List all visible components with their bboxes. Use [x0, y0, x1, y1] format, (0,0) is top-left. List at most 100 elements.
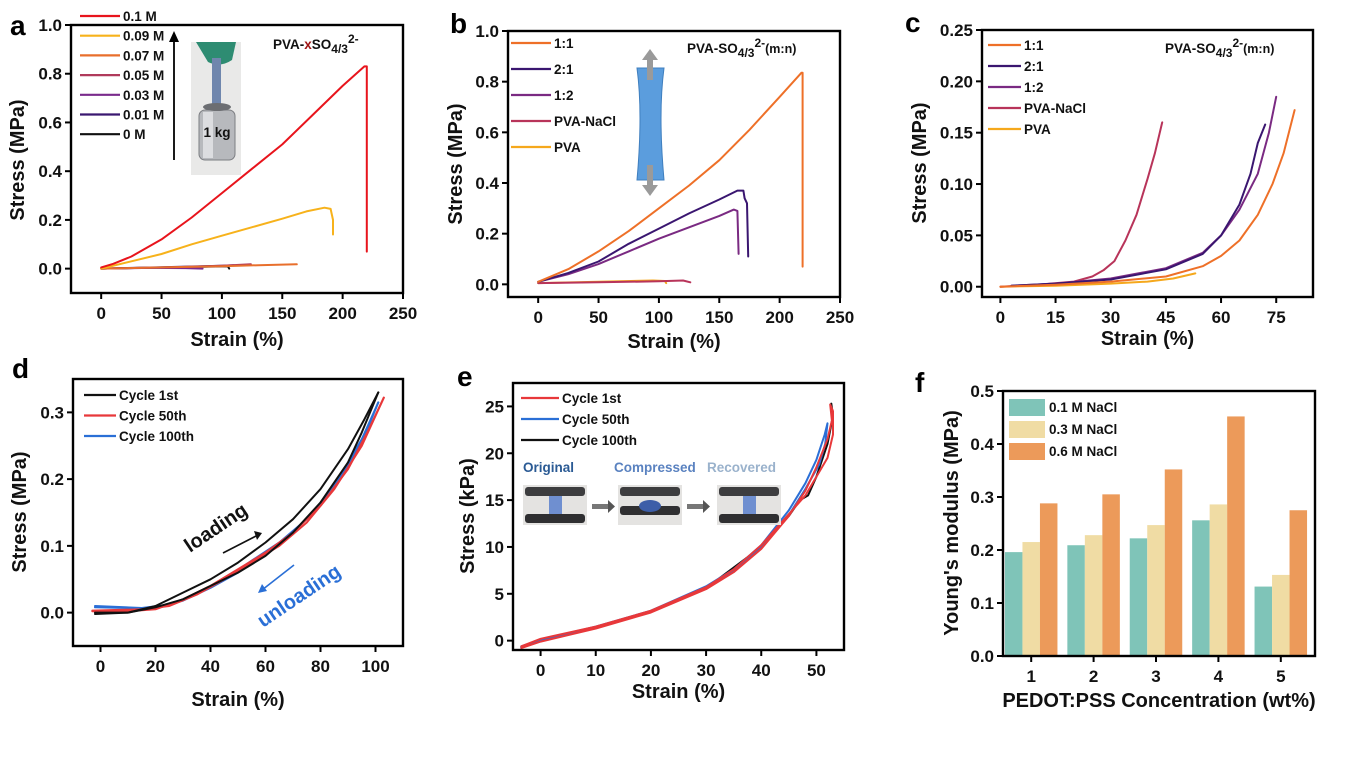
legend-label: 2:1 [554, 62, 574, 77]
legend-swatch [1009, 421, 1045, 438]
plot-frame [506, 29, 842, 299]
bar [1102, 494, 1120, 656]
legend: 0.1 M 0.09 M 0.07 M 0.05 M 0.03 M 0.01 M 0 M [80, 9, 164, 142]
legend-label: 0.05 M [123, 68, 164, 83]
bar [1039, 503, 1058, 656]
unloading-arrow-icon [261, 564, 295, 591]
legend-label: 0.1 M NaCl [1049, 400, 1117, 415]
y-tick-label: 0.00 [940, 278, 973, 297]
legend-label: 2:1 [1024, 59, 1044, 74]
process-arrow-icon [608, 500, 615, 513]
x-tick-label: 80 [311, 657, 330, 676]
legend-label: 0 M [123, 127, 146, 142]
chart-panel-c: 0.00 0.05 0.10 0.15 0.20 0.25 0 15 30 45 60 75 Strai… [905, 7, 1315, 350]
series-line [537, 208, 740, 283]
y-tick-label: 0.25 [940, 21, 973, 40]
x-tick-label: 200 [765, 308, 793, 327]
y-tick-label: 0.5 [970, 382, 994, 401]
x-tick-label: 45 [1156, 308, 1175, 327]
x-tick-label: 40 [201, 657, 220, 676]
series-line [520, 403, 834, 650]
compression-photos-inset: Original Compressed Recovered [523, 460, 781, 525]
bar [1209, 504, 1228, 656]
y-tick-label: 0.10 [940, 175, 973, 194]
hydrogel-sample [743, 496, 756, 514]
plot-frame [69, 23, 405, 295]
x-tick-label: 30 [697, 661, 716, 680]
y-tick-label: 0.0 [970, 647, 994, 666]
y-tick-label: 0.05 [940, 226, 973, 245]
series-line [1010, 123, 1267, 287]
series-line [537, 279, 692, 285]
x-tick-label: 20 [641, 661, 660, 680]
series-line [94, 391, 380, 615]
legend-label: 1:2 [1024, 80, 1044, 95]
x-tick-label: 10 [586, 661, 605, 680]
specimen-body [636, 67, 665, 181]
plot-frame [1001, 389, 1317, 658]
process-arrow-shaft [592, 504, 608, 509]
weight-top [203, 103, 231, 111]
y-tick-label: 0.1 [40, 537, 64, 556]
y-tick-label: 0.0 [40, 604, 64, 623]
legend-label: 0.1 M [123, 9, 157, 24]
x-tick-label: 0 [536, 661, 545, 680]
bar [1254, 586, 1273, 656]
y-tick-label: 10 [485, 538, 504, 557]
chart-panel-b: 0.0 0.2 0.4 0.6 0.8 1.0 0 50 100 150 200 250 Strain … [445, 8, 854, 353]
panel-label: c [905, 7, 921, 38]
series-group [91, 391, 385, 615]
bar [1192, 520, 1210, 656]
y-axis-label: Stress (MPa) [9, 451, 31, 572]
tensile-specimen-icon [636, 49, 665, 196]
x-tick-label: 50 [152, 304, 171, 323]
x-tick-label: 4 [1214, 667, 1224, 686]
arrow-shaft-bottom [647, 165, 653, 187]
x-axis-label: Strain (%) [1101, 328, 1194, 350]
legend-label: Cycle 50th [119, 409, 187, 424]
x-tick-label: 150 [705, 308, 733, 327]
y-tick-label: 5 [495, 585, 504, 604]
y-tick-label: 0.3 [40, 403, 64, 422]
y-tick-label: 0.15 [940, 124, 973, 143]
bar [1022, 542, 1040, 656]
x-tick-label: 60 [256, 657, 275, 676]
bar [1289, 510, 1308, 656]
bar [1164, 469, 1183, 656]
panel-label: b [450, 8, 467, 39]
chart-annotation-title: PVA-xSO4/32- [273, 32, 359, 56]
plot-frame [71, 377, 405, 648]
y-tick-label: 0.2 [40, 470, 64, 489]
y-tick-label: 0 [495, 632, 504, 651]
series-group [520, 402, 834, 650]
bar [1129, 538, 1148, 656]
y-tick-label: 0.2 [970, 541, 994, 560]
y-tick-label: 0.6 [38, 113, 62, 132]
panel-label: e [457, 361, 473, 392]
legend-label: Cycle 100th [562, 433, 637, 448]
series-line [999, 121, 1164, 288]
x-tick-label: 100 [645, 308, 673, 327]
x-tick-label: 250 [389, 304, 417, 323]
y-axis-label: Young's modulus (MPa) [941, 410, 963, 636]
legend-label: PVA-NaCl [1024, 101, 1086, 116]
legend-label: 0.07 M [123, 48, 164, 63]
y-tick-label: 0.4 [970, 435, 994, 454]
press-plate-top [620, 487, 680, 496]
y-tick-label: 0.8 [38, 65, 62, 84]
x-tick-label: 30 [1101, 308, 1120, 327]
legend-label: 0.09 M [123, 29, 164, 44]
legend: Cycle 1st Cycle 50th Cycle 100th [84, 388, 194, 444]
unloading-annotation: unloading [253, 560, 345, 632]
y-tick-label: 0.8 [475, 73, 499, 92]
legend-swatch [1009, 443, 1045, 460]
series-line [999, 109, 1296, 288]
plot-frame [511, 381, 846, 652]
press-plate-top [719, 487, 779, 496]
weight-highlight [203, 112, 213, 158]
press-plate-bottom [525, 514, 585, 523]
series-group [999, 95, 1296, 288]
series-line [537, 189, 750, 283]
x-tick-label: 0 [996, 308, 1005, 327]
